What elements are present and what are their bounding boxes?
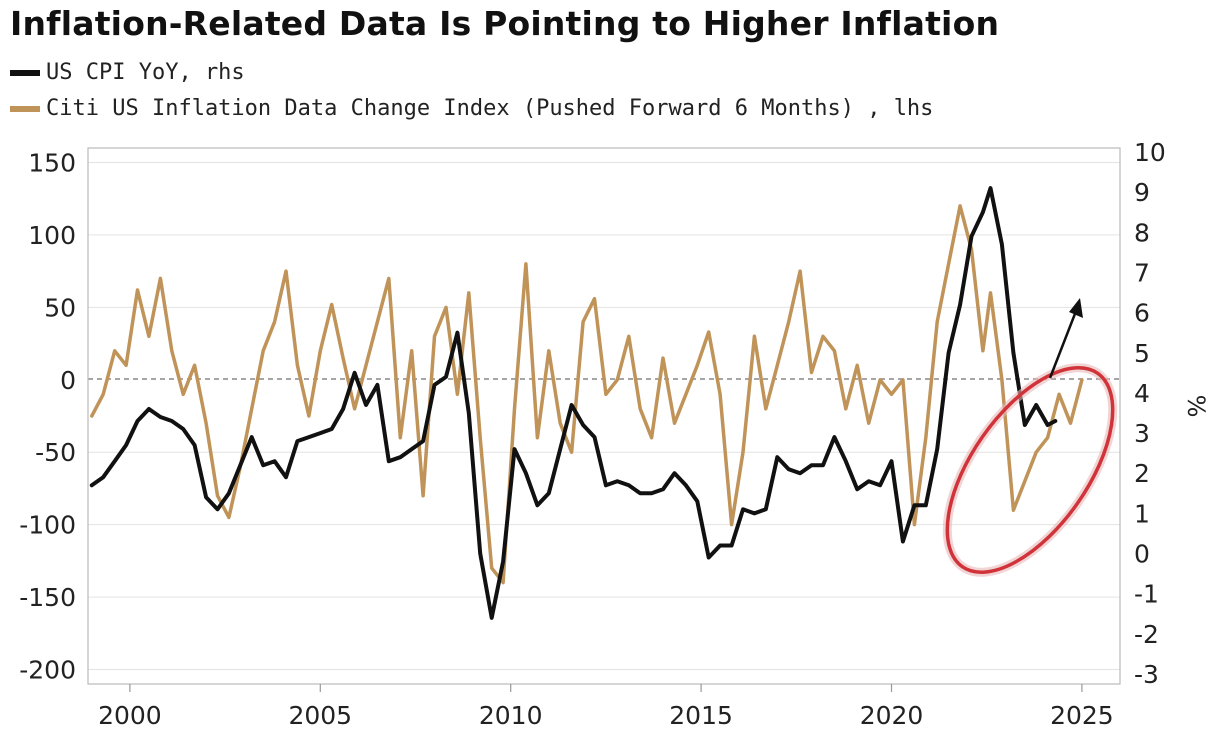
legend-label-cpi: US CPI YoY, rhs bbox=[46, 60, 245, 85]
legend-label-citi: Citi US Inflation Data Change Index (Pus… bbox=[46, 96, 934, 121]
highlight-ellipse bbox=[945, 366, 1115, 574]
right-tick-label: 3 bbox=[1134, 419, 1150, 448]
left-tick-label: 150 bbox=[28, 148, 76, 177]
x-tick-label: 2025 bbox=[1050, 701, 1114, 730]
legend-entry-citi: Citi US Inflation Data Change Index (Pus… bbox=[10, 96, 933, 121]
right-tick-label: 7 bbox=[1134, 258, 1150, 287]
right-tick-label: 10 bbox=[1134, 138, 1166, 167]
trend-arrow-head bbox=[1069, 298, 1083, 318]
left-axis: 150 100 50 0 -50 -100 -150 -200 bbox=[19, 148, 76, 684]
x-tick-label: 2005 bbox=[288, 701, 352, 730]
x-tick-label: 2020 bbox=[860, 701, 924, 730]
left-tick-label: -50 bbox=[35, 438, 76, 467]
right-tick-label: 9 bbox=[1134, 178, 1150, 207]
x-tick-label: 2010 bbox=[479, 701, 543, 730]
chart-title: Inflation-Related Data Is Pointing to Hi… bbox=[10, 4, 1000, 43]
right-tick-label: -1 bbox=[1134, 580, 1159, 609]
plot-frame bbox=[87, 147, 1121, 685]
right-tick-label: 0 bbox=[1134, 540, 1150, 569]
legend-entry-cpi: US CPI YoY, rhs bbox=[10, 60, 245, 85]
legend-swatch-cpi bbox=[10, 70, 40, 76]
right-tick-label: 6 bbox=[1134, 299, 1150, 328]
right-tick-label: 8 bbox=[1134, 218, 1150, 247]
right-tick-label: 5 bbox=[1134, 339, 1150, 368]
series-layer bbox=[89, 186, 1084, 620]
x-axis: 2000 2005 2010 2015 2020 2025 bbox=[98, 684, 1114, 730]
series-line-citi bbox=[90, 204, 1084, 585]
series-line-cpi bbox=[89, 186, 1058, 620]
x-tick-label: 2015 bbox=[669, 701, 733, 730]
left-tick-label: 0 bbox=[60, 366, 76, 395]
right-tick-label: -3 bbox=[1134, 660, 1159, 689]
left-tick-label: 50 bbox=[44, 293, 76, 322]
trend-arrow-shaft bbox=[1048, 305, 1080, 379]
grid-lines bbox=[88, 161, 1120, 671]
right-tick-label: 1 bbox=[1134, 499, 1150, 528]
left-tick-label: -150 bbox=[19, 583, 76, 612]
legend-swatch-citi bbox=[10, 106, 40, 112]
left-tick-label: 100 bbox=[28, 221, 76, 250]
right-tick-label: 2 bbox=[1134, 459, 1150, 488]
left-tick-label: -200 bbox=[19, 656, 76, 685]
x-tick-label: 2000 bbox=[98, 701, 162, 730]
right-tick-label: -2 bbox=[1134, 620, 1159, 649]
right-tick-label: 4 bbox=[1134, 379, 1150, 408]
right-axis-label: % bbox=[1182, 395, 1210, 418]
left-tick-label: -100 bbox=[19, 511, 76, 540]
